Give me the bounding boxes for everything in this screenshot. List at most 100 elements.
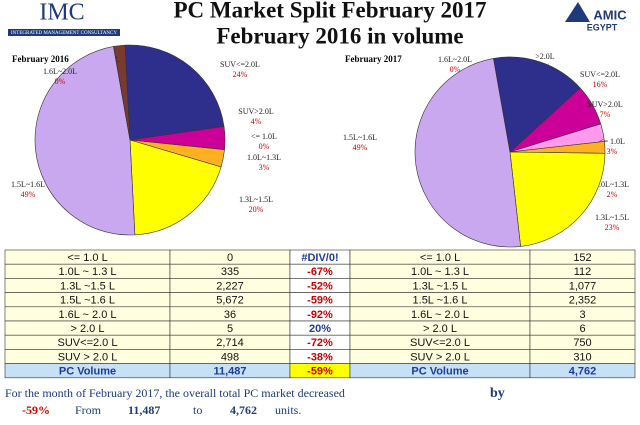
table-text: PC Volume xyxy=(411,366,468,378)
table-text: 4,762 xyxy=(569,366,597,378)
slice-label: SUV>2.0L xyxy=(587,100,623,109)
table-text: -72% xyxy=(307,337,333,349)
slice-label: 1.6L~2.0L xyxy=(43,67,77,76)
slice-label: <= 1.0L xyxy=(599,137,625,146)
table-text: PC Volume xyxy=(59,366,116,378)
pie-title: February 2017 xyxy=(345,54,402,64)
table-text: <= 1.0 L xyxy=(420,252,460,264)
pie-slice xyxy=(509,151,606,247)
pie-slice xyxy=(124,44,225,141)
slice-value-label: 7% xyxy=(600,110,611,119)
logo-right-sub: EGYPT xyxy=(587,22,618,32)
table-text: 36 xyxy=(224,309,236,321)
table-text: 1.6L ~ 2.0 L xyxy=(411,309,469,321)
slice-value-label: 20% xyxy=(249,205,264,214)
slice-label: 1.3L~1.5L xyxy=(595,213,629,222)
table-text: 3 xyxy=(579,309,585,321)
table-text: 152 xyxy=(573,252,591,264)
table-text: 1.3L ~1.5 L xyxy=(60,280,115,292)
footer-value: 4,762 xyxy=(230,403,257,417)
slice-value-label: 16% xyxy=(593,80,608,89)
footer-text: From xyxy=(75,403,102,417)
slice-label: 1.0L~1.3L xyxy=(595,180,629,189)
table-text: 5,672 xyxy=(216,295,244,307)
logo-right: AMIC xyxy=(593,7,627,22)
title-line1: PC Market Split February 2017 xyxy=(173,0,486,22)
table-text: 1,077 xyxy=(569,280,597,292)
table-text: SUV<=2.0 L xyxy=(410,337,470,349)
title-line2: February 2016 in volume xyxy=(216,23,463,48)
table-text: 6 xyxy=(579,323,585,335)
table-text: <= 1.0 L xyxy=(67,252,107,264)
footer-text: to xyxy=(193,403,202,417)
table-text: -38% xyxy=(307,351,333,363)
slice-label: 1.5L~1.6L xyxy=(343,133,377,142)
pie-slice xyxy=(34,46,136,236)
table-text: -92% xyxy=(307,309,333,321)
table-text: #DIV/0! xyxy=(301,252,338,264)
slice-label: <= 1.0L xyxy=(251,132,277,141)
logo-left: IMC xyxy=(39,0,84,26)
table-text: SUV<=2.0 L xyxy=(58,337,118,349)
table-text: 11,487 xyxy=(213,366,246,378)
table-text: 2,227 xyxy=(216,280,244,292)
table-text: > 2.0 L xyxy=(71,323,105,335)
table-text: 335 xyxy=(221,266,239,278)
pie-slice xyxy=(493,56,581,153)
table-text: 310 xyxy=(573,351,591,363)
table-text: 5 xyxy=(227,323,233,335)
slice-label: 1.0L~1.3L xyxy=(247,153,281,162)
table-text: 498 xyxy=(221,351,239,363)
table-text: 750 xyxy=(573,337,591,349)
slice-value-label: 0% xyxy=(55,77,66,86)
table-text: > 2.0 L xyxy=(423,323,457,335)
table-text: SUV > 2.0 L xyxy=(58,351,118,363)
slice-value-label: 24% xyxy=(233,70,248,79)
slice-label: >2.0L xyxy=(535,52,555,61)
logo-right-mark xyxy=(565,2,590,22)
table-text: 2,714 xyxy=(216,337,244,349)
table-text: 1.5L ~1.6 L xyxy=(413,295,468,307)
footer-change: -59% xyxy=(22,403,50,417)
slice-value-label: 3% xyxy=(607,147,618,156)
slice-label: 1.5L~1.6L xyxy=(11,180,45,189)
table-text: 1.3L ~1.5 L xyxy=(413,280,468,292)
table-text: 1.0L ~ 1.3 L xyxy=(411,266,469,278)
slice-value-label: 49% xyxy=(353,143,368,152)
slice-value-label: 0% xyxy=(450,65,461,74)
table-text: -67% xyxy=(307,266,333,278)
table-text: 1.0L ~ 1.3 L xyxy=(58,266,116,278)
slice-value-label: 49% xyxy=(21,190,36,199)
table-text: 1.6L ~ 2.0 L xyxy=(58,309,116,321)
table-text: 0 xyxy=(227,252,233,264)
table-cell xyxy=(529,363,636,379)
slice-label: 1.6L~2.0L xyxy=(438,55,472,64)
slice-value-label: 3% xyxy=(259,163,270,172)
table-text: 112 xyxy=(574,266,592,278)
slice-value-label: 4% xyxy=(251,117,262,126)
slice-value-label: 23% xyxy=(605,223,620,232)
slice-label: SUV<=2.0L xyxy=(220,60,260,69)
table-text: -59% xyxy=(307,366,333,378)
logo-bar xyxy=(8,29,120,36)
slice-label: SUV<=2.0L xyxy=(580,70,620,79)
table-text: SUV > 2.0 L xyxy=(410,351,470,363)
slice-label: SUV>2.0L xyxy=(238,107,274,116)
table-text: -59% xyxy=(307,295,333,307)
pie-slice xyxy=(414,58,521,248)
slice-label: 1.3L~1.5L xyxy=(239,195,273,204)
pie-title: February 2016 xyxy=(12,54,69,64)
pie-slice xyxy=(129,139,222,236)
slice-value-label: 2% xyxy=(607,190,618,199)
footer-text: For the month of February 2017, the over… xyxy=(5,386,345,400)
footer-value: 11,487 xyxy=(128,403,160,417)
table-text: 1.5L ~1.6 L xyxy=(60,295,115,307)
slice-value-label: 0% xyxy=(259,142,270,151)
table-text: 2,352 xyxy=(569,295,597,307)
table-text: -52% xyxy=(307,280,333,292)
table-text: 20% xyxy=(309,323,331,335)
footer-text: by xyxy=(490,386,505,401)
footer-text: units. xyxy=(275,403,301,417)
